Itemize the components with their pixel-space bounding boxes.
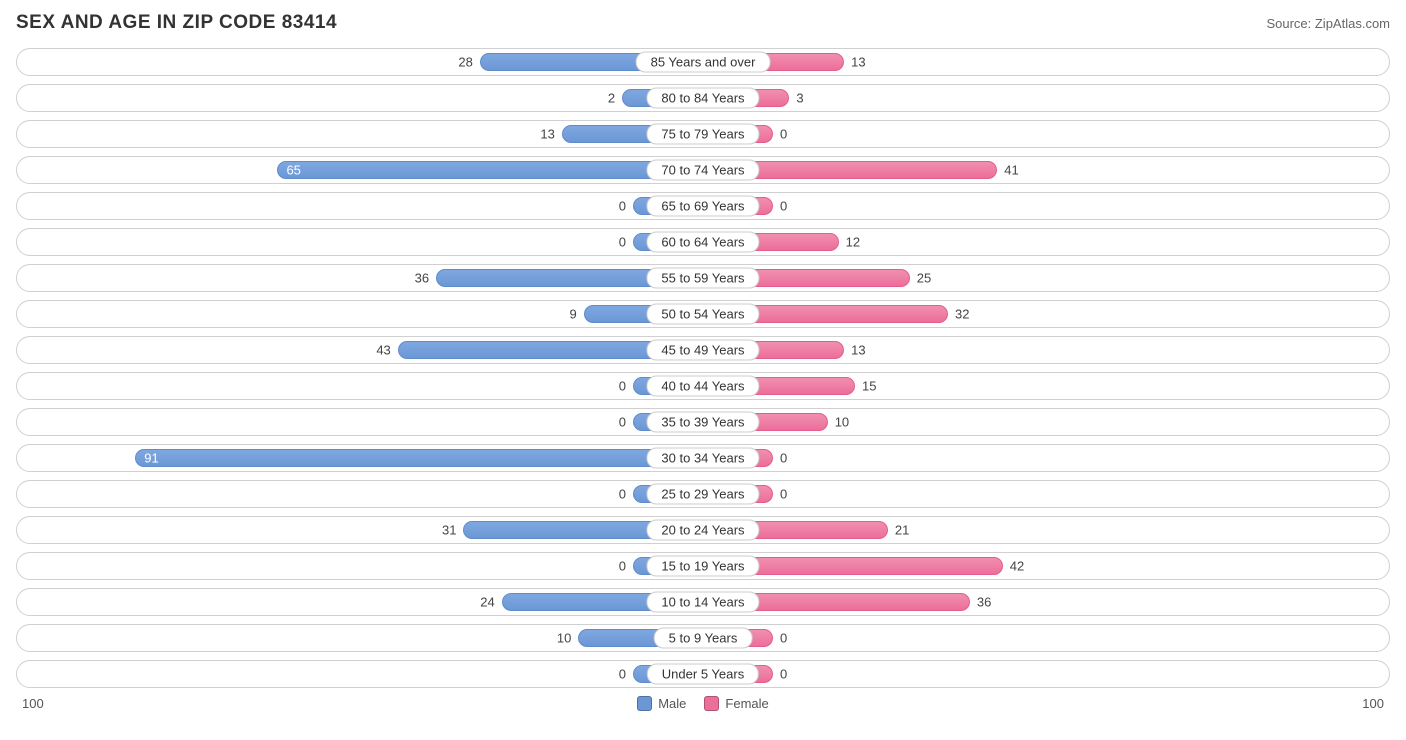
age-bracket-label: 55 to 59 Years	[646, 268, 759, 289]
male-value: 43	[376, 343, 390, 358]
pyramid-row: 0 42 15 to 19 Years	[16, 552, 1390, 580]
female-value: 41	[1004, 163, 1018, 178]
axis-max-right: 100	[1362, 696, 1384, 711]
pyramid-row: 13 0 75 to 79 Years	[16, 120, 1390, 148]
pyramid-row: 91 0 30 to 34 Years	[16, 444, 1390, 472]
age-bracket-label: Under 5 Years	[647, 664, 759, 685]
age-bracket-label: 80 to 84 Years	[646, 88, 759, 109]
female-value: 0	[780, 451, 787, 466]
male-value: 2	[608, 91, 615, 106]
female-value: 25	[917, 271, 931, 286]
age-bracket-label: 20 to 24 Years	[646, 520, 759, 541]
pyramid-row: 36 25 55 to 59 Years	[16, 264, 1390, 292]
legend-label-male: Male	[658, 696, 686, 711]
pyramid-row: 31 21 20 to 24 Years	[16, 516, 1390, 544]
male-value: 0	[619, 415, 626, 430]
age-bracket-label: 45 to 49 Years	[646, 340, 759, 361]
female-value: 12	[846, 235, 860, 250]
chart-title: SEX AND AGE IN ZIP CODE 83414	[16, 12, 337, 34]
male-swatch-icon	[637, 696, 652, 711]
male-value: 65	[286, 163, 300, 178]
legend-item-male: Male	[637, 696, 686, 711]
pyramid-row: 28 13 85 Years and over	[16, 48, 1390, 76]
male-value: 0	[619, 379, 626, 394]
legend: Male Female	[637, 696, 769, 711]
male-value: 0	[619, 487, 626, 502]
pyramid-row: 0 10 35 to 39 Years	[16, 408, 1390, 436]
female-value: 0	[780, 667, 787, 682]
male-value: 0	[619, 199, 626, 214]
age-bracket-label: 10 to 14 Years	[646, 592, 759, 613]
age-bracket-label: 25 to 29 Years	[646, 484, 759, 505]
pyramid-row: 0 0 25 to 29 Years	[16, 480, 1390, 508]
age-bracket-label: 70 to 74 Years	[646, 160, 759, 181]
age-bracket-label: 75 to 79 Years	[646, 124, 759, 145]
age-bracket-label: 85 Years and over	[636, 52, 771, 73]
male-value: 24	[480, 595, 494, 610]
female-swatch-icon	[704, 696, 719, 711]
male-value: 0	[619, 235, 626, 250]
age-bracket-label: 65 to 69 Years	[646, 196, 759, 217]
female-value: 10	[835, 415, 849, 430]
axis-max-left: 100	[22, 696, 44, 711]
female-value: 36	[977, 595, 991, 610]
male-value: 0	[619, 559, 626, 574]
legend-item-female: Female	[704, 696, 768, 711]
pyramid-row: 0 0 Under 5 Years	[16, 660, 1390, 688]
female-value: 13	[851, 343, 865, 358]
female-value: 0	[780, 127, 787, 142]
female-value: 32	[955, 307, 969, 322]
female-value: 13	[851, 55, 865, 70]
age-bracket-label: 5 to 9 Years	[654, 628, 753, 649]
female-value: 15	[862, 379, 876, 394]
age-bracket-label: 40 to 44 Years	[646, 376, 759, 397]
pyramid-row: 2 3 80 to 84 Years	[16, 84, 1390, 112]
pyramid-row: 9 32 50 to 54 Years	[16, 300, 1390, 328]
population-pyramid-chart: 28 13 85 Years and over 2 3 80 to 84 Years 13 0…	[16, 48, 1390, 688]
female-value: 3	[796, 91, 803, 106]
age-bracket-label: 30 to 34 Years	[646, 448, 759, 469]
female-value: 42	[1010, 559, 1024, 574]
pyramid-row: 65 41 70 to 74 Years	[16, 156, 1390, 184]
age-bracket-label: 60 to 64 Years	[646, 232, 759, 253]
age-bracket-label: 50 to 54 Years	[646, 304, 759, 325]
pyramid-row: 0 12 60 to 64 Years	[16, 228, 1390, 256]
male-value: 9	[570, 307, 577, 322]
pyramid-row: 24 36 10 to 14 Years	[16, 588, 1390, 616]
male-bar: 91	[135, 449, 713, 467]
chart-footer: 100 Male Female 100	[16, 696, 1390, 711]
pyramid-row: 43 13 45 to 49 Years	[16, 336, 1390, 364]
female-value: 0	[780, 631, 787, 646]
female-value: 0	[780, 487, 787, 502]
pyramid-row: 0 15 40 to 44 Years	[16, 372, 1390, 400]
legend-label-female: Female	[725, 696, 768, 711]
male-value: 28	[458, 55, 472, 70]
chart-source: Source: ZipAtlas.com	[1266, 16, 1390, 31]
male-value: 0	[619, 667, 626, 682]
female-value: 21	[895, 523, 909, 538]
male-value: 10	[557, 631, 571, 646]
male-value: 36	[415, 271, 429, 286]
age-bracket-label: 15 to 19 Years	[646, 556, 759, 577]
chart-header: SEX AND AGE IN ZIP CODE 83414 Source: Zi…	[16, 12, 1390, 34]
female-value: 0	[780, 199, 787, 214]
age-bracket-label: 35 to 39 Years	[646, 412, 759, 433]
male-value: 31	[442, 523, 456, 538]
pyramid-row: 10 0 5 to 9 Years	[16, 624, 1390, 652]
pyramid-row: 0 0 65 to 69 Years	[16, 192, 1390, 220]
male-value: 91	[144, 451, 158, 466]
male-value: 13	[540, 127, 554, 142]
